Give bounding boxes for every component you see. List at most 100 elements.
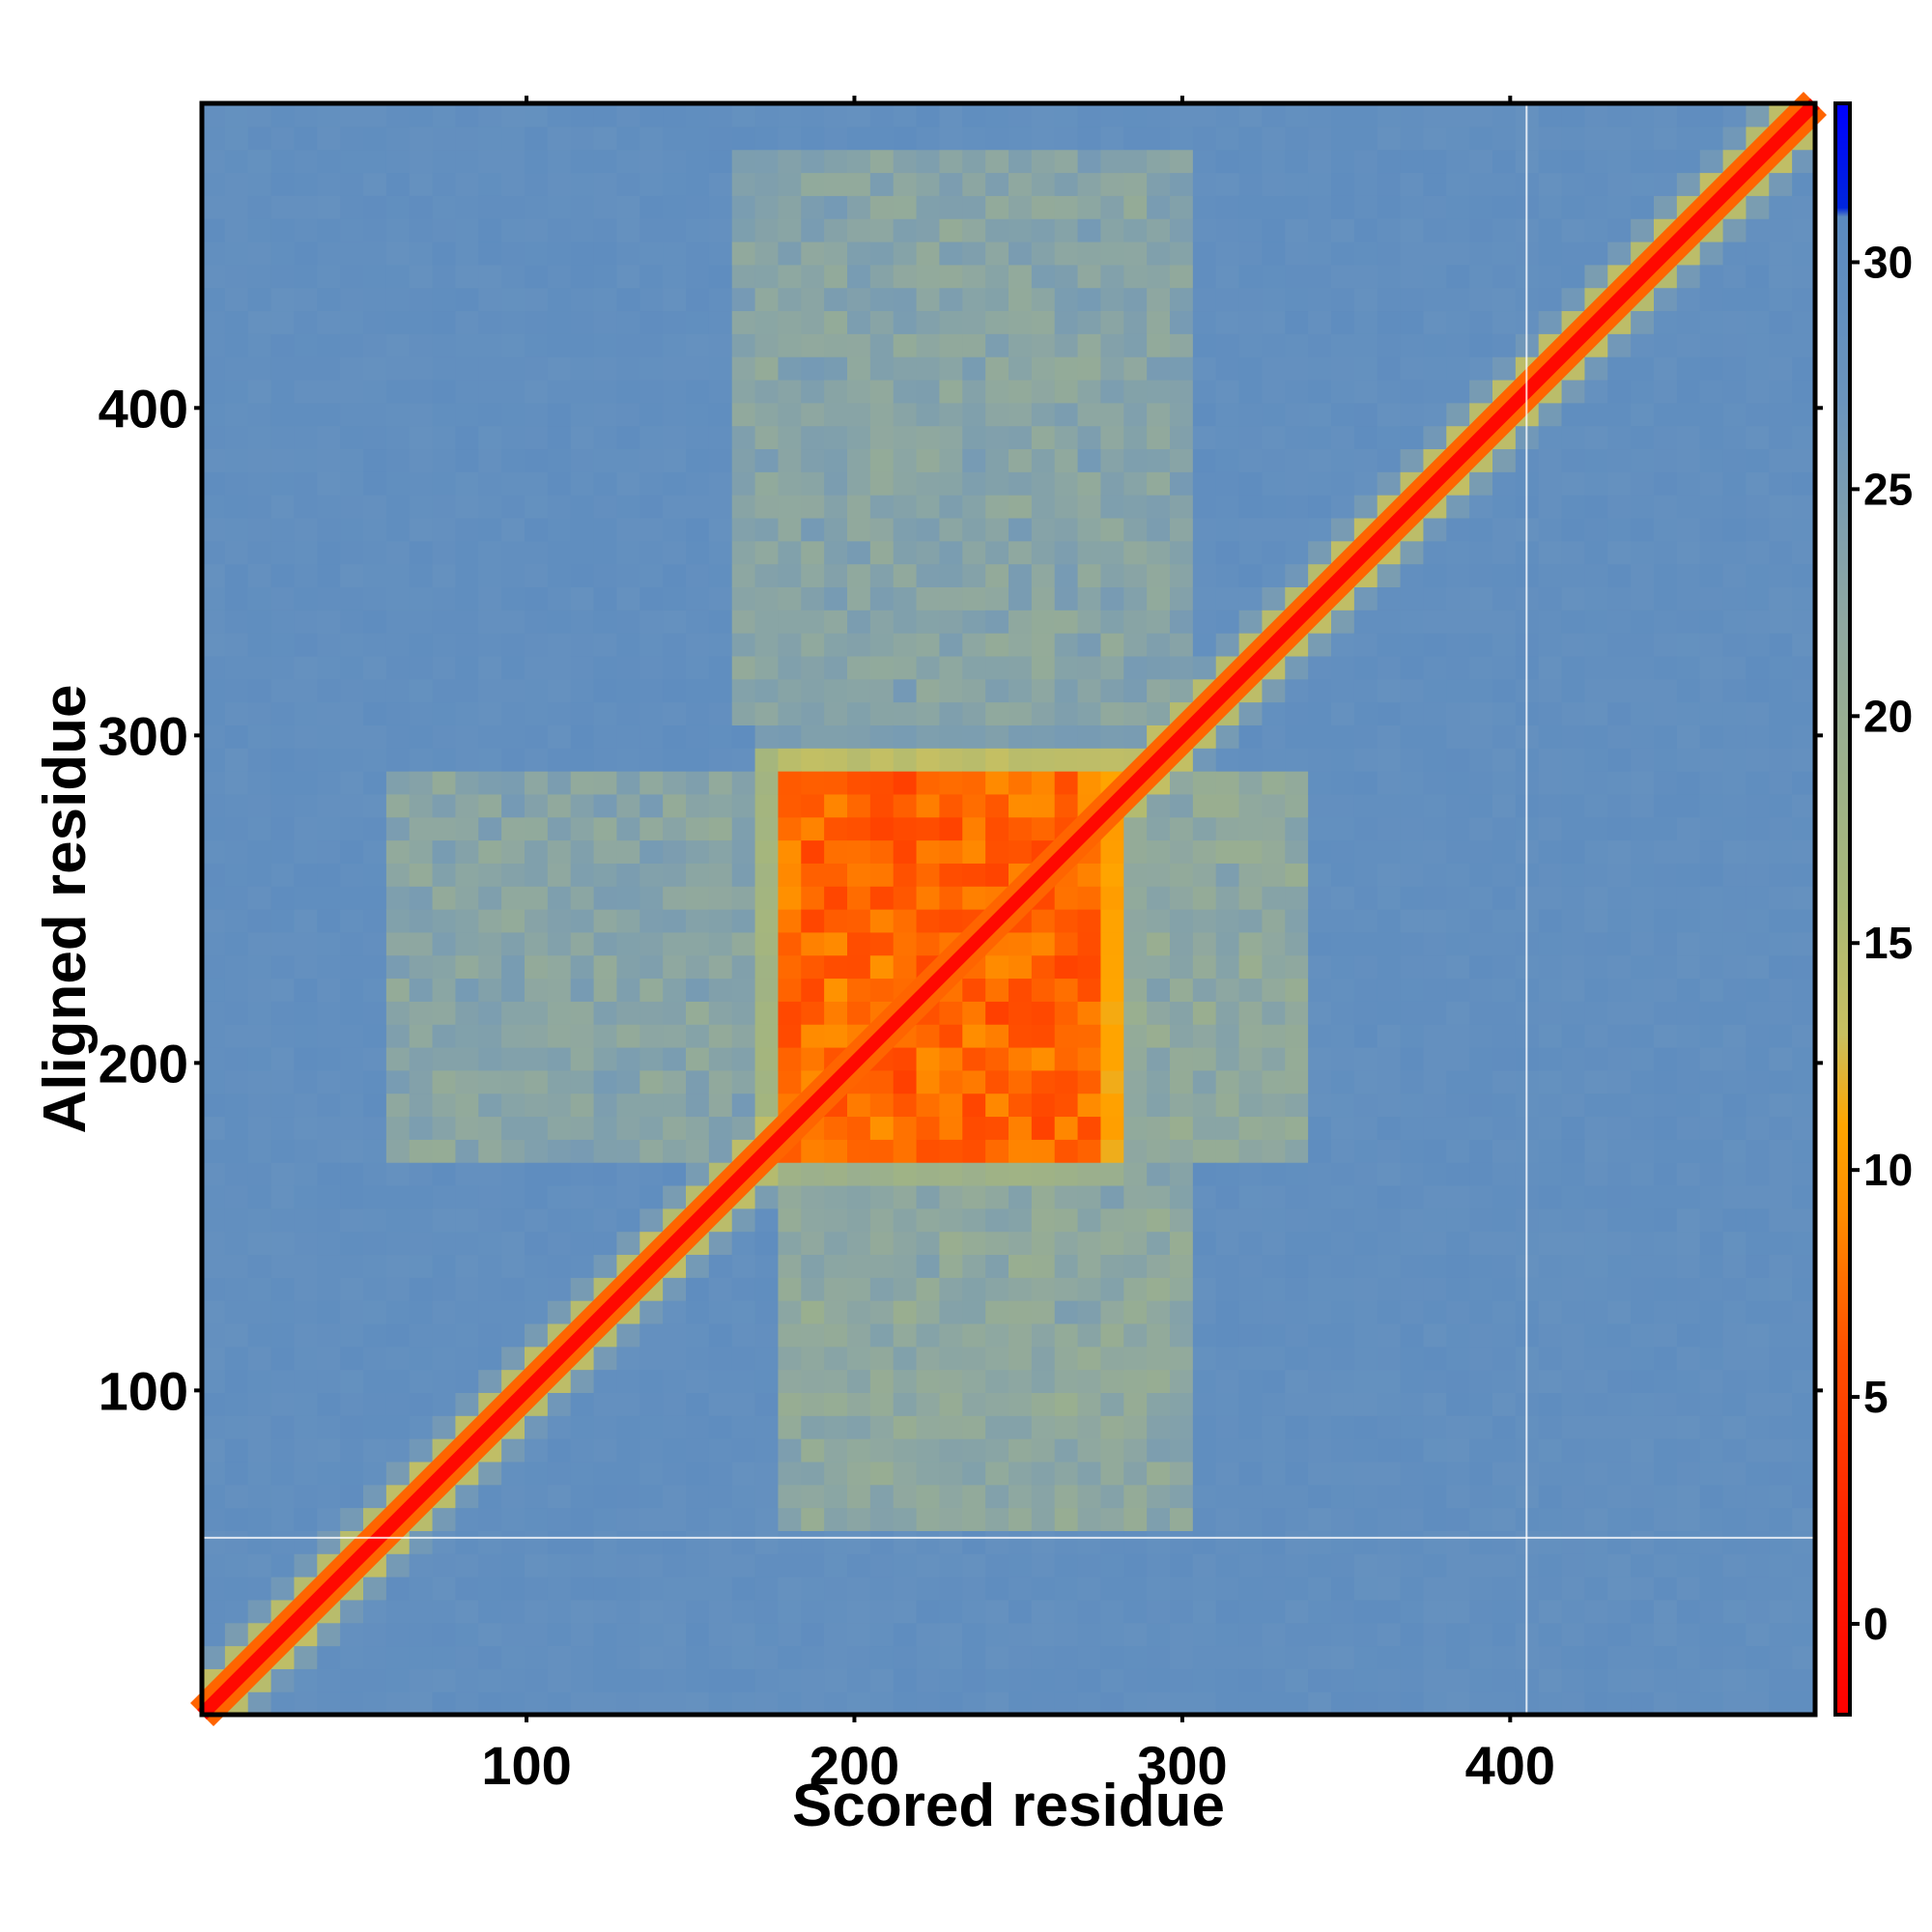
heatmap-cell xyxy=(1331,1645,1355,1669)
heatmap-cell xyxy=(501,517,526,542)
heatmap-cell xyxy=(409,1184,434,1209)
heatmap-cell xyxy=(1353,1069,1378,1094)
heatmap-cell xyxy=(455,724,479,749)
heatmap-cell xyxy=(1100,172,1124,196)
heatmap-cell xyxy=(593,1622,618,1647)
heatmap-cell xyxy=(1469,1438,1493,1463)
heatmap-cell xyxy=(270,1254,296,1278)
heatmap-cell xyxy=(1400,1300,1425,1324)
heatmap-cell xyxy=(1446,655,1470,680)
heatmap-cell xyxy=(731,633,756,657)
heatmap-cell xyxy=(432,103,457,128)
heatmap-cell xyxy=(893,1277,918,1301)
heatmap-cell xyxy=(1353,1668,1378,1692)
heatmap-cell xyxy=(525,1116,549,1140)
heatmap-cell xyxy=(869,610,895,634)
heatmap-cell xyxy=(1584,678,1608,703)
heatmap-cell xyxy=(1469,1369,1493,1393)
heatmap-cell xyxy=(686,839,710,864)
heatmap-cell xyxy=(1262,1254,1286,1278)
heatmap-cell xyxy=(340,103,364,128)
heatmap-cell xyxy=(663,172,687,196)
heatmap-cell xyxy=(778,816,802,841)
heatmap-cell xyxy=(1331,678,1355,703)
heatmap-cell xyxy=(962,1208,986,1233)
heatmap-cell xyxy=(801,954,825,980)
heatmap-cell xyxy=(1769,1530,1793,1554)
heatmap-cell xyxy=(547,333,572,357)
heatmap-cell xyxy=(686,149,710,174)
heatmap-cell xyxy=(1009,1300,1033,1324)
heatmap-cell xyxy=(1285,1162,1309,1186)
heatmap-cell xyxy=(1400,103,1425,128)
heatmap-cell xyxy=(478,771,502,795)
heatmap-cell xyxy=(1192,909,1217,933)
heatmap-cell xyxy=(409,1438,434,1463)
heatmap-cell xyxy=(686,540,710,565)
heatmap-cell xyxy=(363,1622,387,1647)
heatmap-cell xyxy=(708,1254,733,1278)
heatmap-cell xyxy=(202,1599,226,1624)
heatmap-cell xyxy=(1331,633,1355,657)
heatmap-cell xyxy=(1100,1461,1124,1486)
heatmap-cell xyxy=(1031,678,1056,703)
heatmap-cell xyxy=(432,310,457,334)
heatmap-cell xyxy=(1400,954,1425,980)
heatmap-cell xyxy=(1722,1231,1747,1256)
heatmap-cell xyxy=(1077,655,1102,680)
heatmap-cell xyxy=(363,724,387,749)
heatmap-cell xyxy=(1469,310,1493,334)
heatmap-cell xyxy=(1792,1184,1816,1209)
heatmap-cell xyxy=(1607,610,1632,634)
heatmap-cell xyxy=(1353,1024,1378,1048)
heatmap-cell xyxy=(616,287,640,312)
heatmap-cell xyxy=(1492,1668,1517,1692)
heatmap-cell xyxy=(893,1322,918,1348)
heatmap-cell xyxy=(385,1231,411,1256)
heatmap-cell xyxy=(1769,586,1793,611)
heatmap-cell xyxy=(1009,1461,1033,1486)
heatmap-cell xyxy=(455,1507,479,1531)
heatmap-cell xyxy=(501,816,526,841)
heatmap-cell xyxy=(1192,586,1217,611)
heatmap-cell xyxy=(547,1184,572,1209)
heatmap-cell xyxy=(616,1139,640,1163)
heatmap-cell xyxy=(1792,264,1816,289)
heatmap-cell xyxy=(616,333,640,357)
heatmap-cell xyxy=(1009,978,1033,1002)
heatmap-cell xyxy=(1054,1507,1079,1531)
heatmap-cell xyxy=(1331,379,1355,404)
heatmap-cell xyxy=(202,379,226,404)
heatmap-cell xyxy=(1100,1184,1124,1209)
heatmap-cell xyxy=(1722,839,1747,864)
heatmap-cell xyxy=(1147,1231,1171,1256)
heatmap-cell xyxy=(247,954,272,980)
heatmap-cell xyxy=(1584,1691,1608,1716)
heatmap-cell xyxy=(1353,1277,1378,1301)
heatmap-cell xyxy=(1469,1069,1493,1094)
heatmap-cell xyxy=(1607,633,1632,657)
heatmap-cell xyxy=(1722,1369,1747,1393)
heatmap-cell xyxy=(432,886,457,910)
heatmap-cell xyxy=(778,195,802,219)
heatmap-cell xyxy=(1654,1093,1678,1118)
heatmap-cell xyxy=(1308,126,1332,151)
heatmap-cell xyxy=(409,563,434,587)
heatmap-cell xyxy=(939,1300,963,1324)
heatmap-cell xyxy=(801,610,825,634)
heatmap-cell xyxy=(731,1322,756,1348)
heatmap-cell xyxy=(294,1254,318,1278)
heatmap-cell xyxy=(409,103,434,128)
heatmap-cell xyxy=(270,149,296,174)
heatmap-cell xyxy=(1446,1691,1470,1716)
heatmap-cell xyxy=(893,586,918,611)
heatmap-cell xyxy=(1077,1645,1102,1669)
heatmap-cell xyxy=(385,103,411,128)
heatmap-cell xyxy=(525,379,549,404)
heatmap-cell xyxy=(778,1553,802,1577)
heatmap-cell xyxy=(847,931,871,956)
heatmap-cell xyxy=(939,563,963,587)
heatmap-cell xyxy=(1561,1300,1586,1324)
heatmap-cell xyxy=(1469,931,1493,956)
heatmap-cell xyxy=(869,655,895,680)
